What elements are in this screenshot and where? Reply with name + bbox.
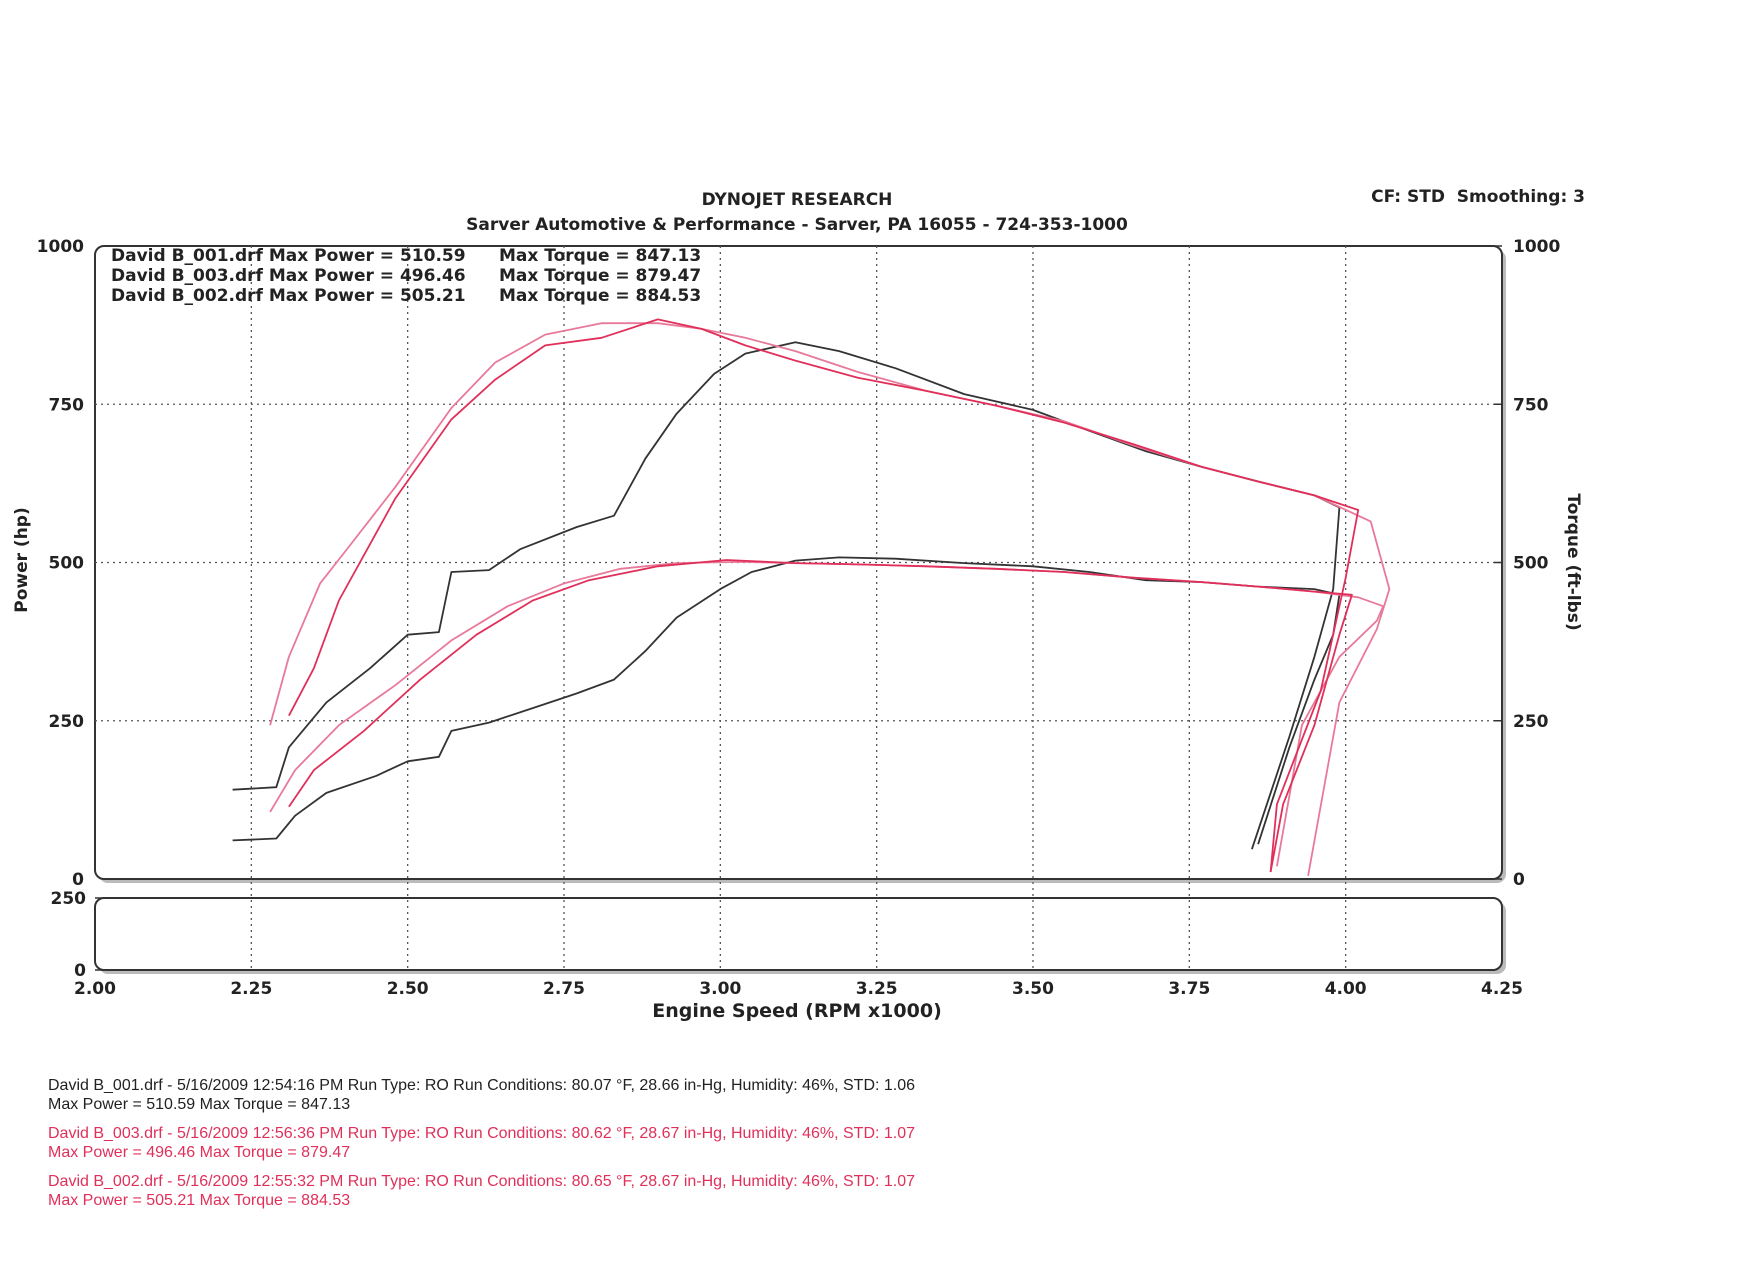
y-tick-label: 0	[72, 870, 84, 890]
x-tick-label: 2.00	[74, 979, 116, 999]
footer-run-info: David B_001.drf - 5/16/2009 12:54:16 PM …	[48, 1077, 915, 1094]
labels: 2.00 2.25 2.50 2.75 3.00 3.25 3.50 3.75 4.00 4.25…	[37, 237, 1561, 1209]
y-tick-label: 500	[49, 554, 85, 574]
y2-tick-label: 0	[1513, 870, 1525, 890]
x-tick-label: 2.75	[543, 979, 585, 999]
lines	[232, 318, 1391, 876]
lower-y-tick-label: 250	[51, 889, 87, 909]
x-tick-label: 3.00	[699, 979, 741, 999]
x-tick-label: 3.75	[1168, 979, 1210, 999]
y-tick-label: 250	[49, 712, 85, 732]
power-line	[232, 556, 1341, 845]
y-tick-label: 750	[49, 395, 85, 415]
torque-line	[288, 318, 1360, 873]
x-tick-label: 3.50	[1012, 979, 1054, 999]
legend-power: David B_001.drf Max Power = 510.59	[111, 246, 466, 266]
legend-power: David B_002.drf Max Power = 505.21	[111, 286, 466, 306]
x-tick-label: 2.25	[230, 979, 272, 999]
y2-axis-label: Torque (ft-lbs)	[1563, 493, 1583, 630]
x-axis-label: Engine Speed (RPM x1000)	[652, 1000, 942, 1022]
footer-run-info: David B_003.drf - 5/16/2009 12:56:36 PM …	[48, 1125, 915, 1142]
chart-title: DYNOJET RESEARCH	[702, 190, 893, 210]
footer-max-values: Max Power = 505.21 Max Torque = 884.53	[48, 1192, 350, 1209]
y2-tick-label: 750	[1513, 395, 1549, 415]
torque-line	[269, 322, 1391, 876]
y2-tick-label: 500	[1513, 554, 1549, 574]
legend-torque: Max Torque = 884.53	[499, 286, 701, 306]
settings-label: CF: STD Smoothing: 3	[1371, 187, 1585, 207]
lower-y-tick-label: 0	[74, 961, 86, 981]
y2-tick-label: 1000	[1513, 237, 1560, 257]
y2-tick-label: 250	[1513, 712, 1549, 732]
legend-torque: Max Torque = 879.47	[499, 266, 701, 286]
chart-subtitle: Sarver Automotive & Performance - Sarver…	[466, 215, 1128, 235]
x-tick-label: 3.25	[856, 979, 898, 999]
lower-panel-frame	[94, 897, 1503, 971]
x-tick-label: 2.50	[387, 979, 429, 999]
footer-run-info: David B_002.drf - 5/16/2009 12:55:32 PM …	[48, 1173, 915, 1190]
power-line	[288, 559, 1353, 873]
footer-max-values: Max Power = 510.59 Max Torque = 847.13	[48, 1096, 350, 1113]
footer-max-values: Max Power = 496.46 Max Torque = 879.47	[48, 1144, 350, 1161]
legend-power: David B_003.drf Max Power = 496.46	[111, 266, 466, 286]
y-tick-label: 1000	[37, 237, 84, 257]
grid	[95, 245, 1502, 971]
x-tick-label: 4.25	[1481, 979, 1523, 999]
y-axis-label: Power (hp)	[12, 507, 32, 613]
x-tick-label: 4.00	[1325, 979, 1367, 999]
legend-torque: Max Torque = 847.13	[499, 246, 701, 266]
